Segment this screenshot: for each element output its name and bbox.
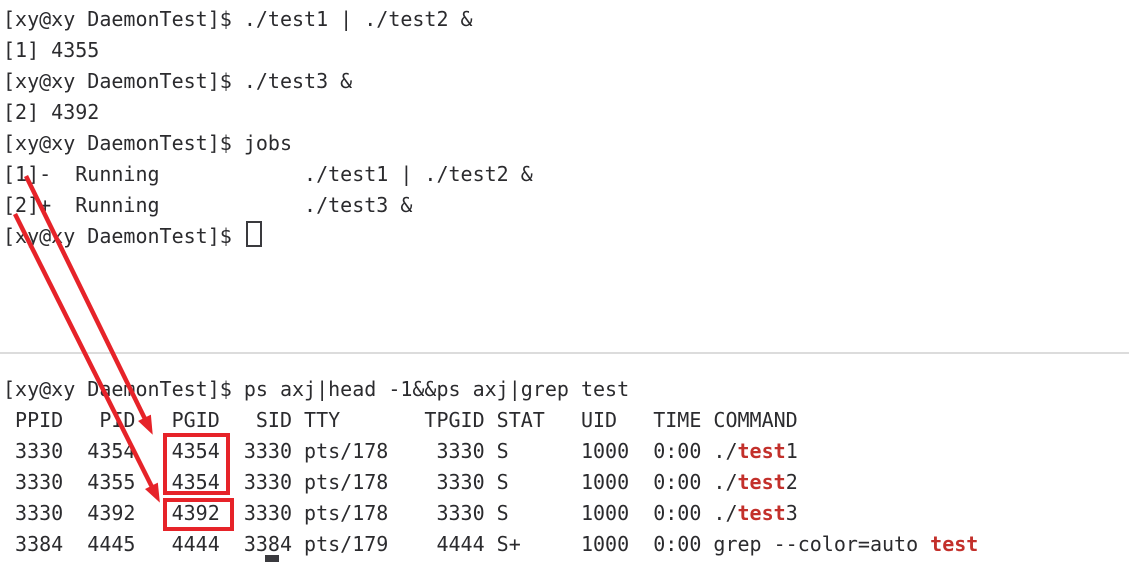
terminal-line: [1] 4355: [3, 35, 533, 66]
section-divider: [0, 352, 1129, 354]
terminal-text: 3: [785, 501, 798, 525]
terminal-text: [1] 4355: [3, 38, 100, 62]
terminal-line: [xy@xy DaemonTest]$ jobs: [3, 128, 533, 159]
grep-highlight-text: test: [737, 470, 786, 494]
terminal-line: 3384 4445 4444 3384 pts/179 4444 S+ 1000…: [3, 529, 978, 560]
terminal-text: [1]- Running ./test1 | ./test2 &: [3, 162, 533, 186]
terminal-text: [xy@xy DaemonTest]$ ./test1 | ./test2 &: [3, 7, 473, 31]
terminal-line: [xy@xy DaemonTest]$ ./test3 &: [3, 66, 533, 97]
terminal-cursor-hollow: [245, 221, 262, 247]
terminal-text: [xy@xy DaemonTest]$ ps axj|head -1&&ps a…: [3, 377, 630, 401]
grep-highlight-text: test: [930, 532, 979, 556]
terminal-text: 2: [785, 470, 798, 494]
terminal-output-bottom[interactable]: [xy@xy DaemonTest]$ ps axj|head -1&&ps a…: [3, 374, 978, 560]
terminal-text: 3330 4354 4354 3330 pts/178 3330 S 1000 …: [3, 439, 738, 463]
terminal-line: [xy@xy DaemonTest]$ ./test1 | ./test2 &: [3, 4, 533, 35]
terminal-text: [2]+ Running ./test3 &: [3, 193, 413, 217]
terminal-line: [2] 4392: [3, 97, 533, 128]
terminal-text: [xy@xy DaemonTest]$ ./test3 &: [3, 69, 353, 93]
grep-highlight-text: test: [737, 501, 786, 525]
terminal-text: 3330 4355 4354 3330 pts/178 3330 S 1000 …: [3, 470, 738, 494]
terminal-line: 3330 4392 4392 3330 pts/178 3330 S 1000 …: [3, 498, 978, 529]
terminal-text: PPID PID PGID SID TTY TPGID STAT UID TIM…: [3, 408, 798, 432]
grep-highlight-text: test: [737, 439, 786, 463]
terminal-line: 3330 4355 4354 3330 pts/178 3330 S 1000 …: [3, 467, 978, 498]
terminal-line: [1]- Running ./test1 | ./test2 &: [3, 159, 533, 190]
pgid-box-4354-group: [163, 433, 230, 495]
terminal-text: 3330 4392 4392 3330 pts/178 3330 S 1000 …: [3, 501, 738, 525]
terminal-line: [xy@xy DaemonTest]$: [3, 221, 533, 252]
terminal-line: PPID PID PGID SID TTY TPGID STAT UID TIM…: [3, 405, 978, 436]
terminal-text: [2] 4392: [3, 100, 100, 124]
terminal-text: [xy@xy DaemonTest]$: [3, 224, 244, 248]
terminal-text: 3384 4445 4444 3384 pts/179 4444 S+ 1000…: [3, 532, 931, 556]
terminal-text: 1: [785, 439, 798, 463]
terminal-line: [xy@xy DaemonTest]$ ps axj|head -1&&ps a…: [3, 374, 978, 405]
terminal-cursor-solid: [265, 555, 279, 562]
terminal-output-top[interactable]: [xy@xy DaemonTest]$ ./test1 | ./test2 & […: [3, 4, 533, 252]
terminal-line: 3330 4354 4354 3330 pts/178 3330 S 1000 …: [3, 436, 978, 467]
terminal-text: [xy@xy DaemonTest]$ jobs: [3, 131, 292, 155]
terminal-line: [2]+ Running ./test3 &: [3, 190, 533, 221]
pgid-box-4392: [163, 498, 234, 531]
